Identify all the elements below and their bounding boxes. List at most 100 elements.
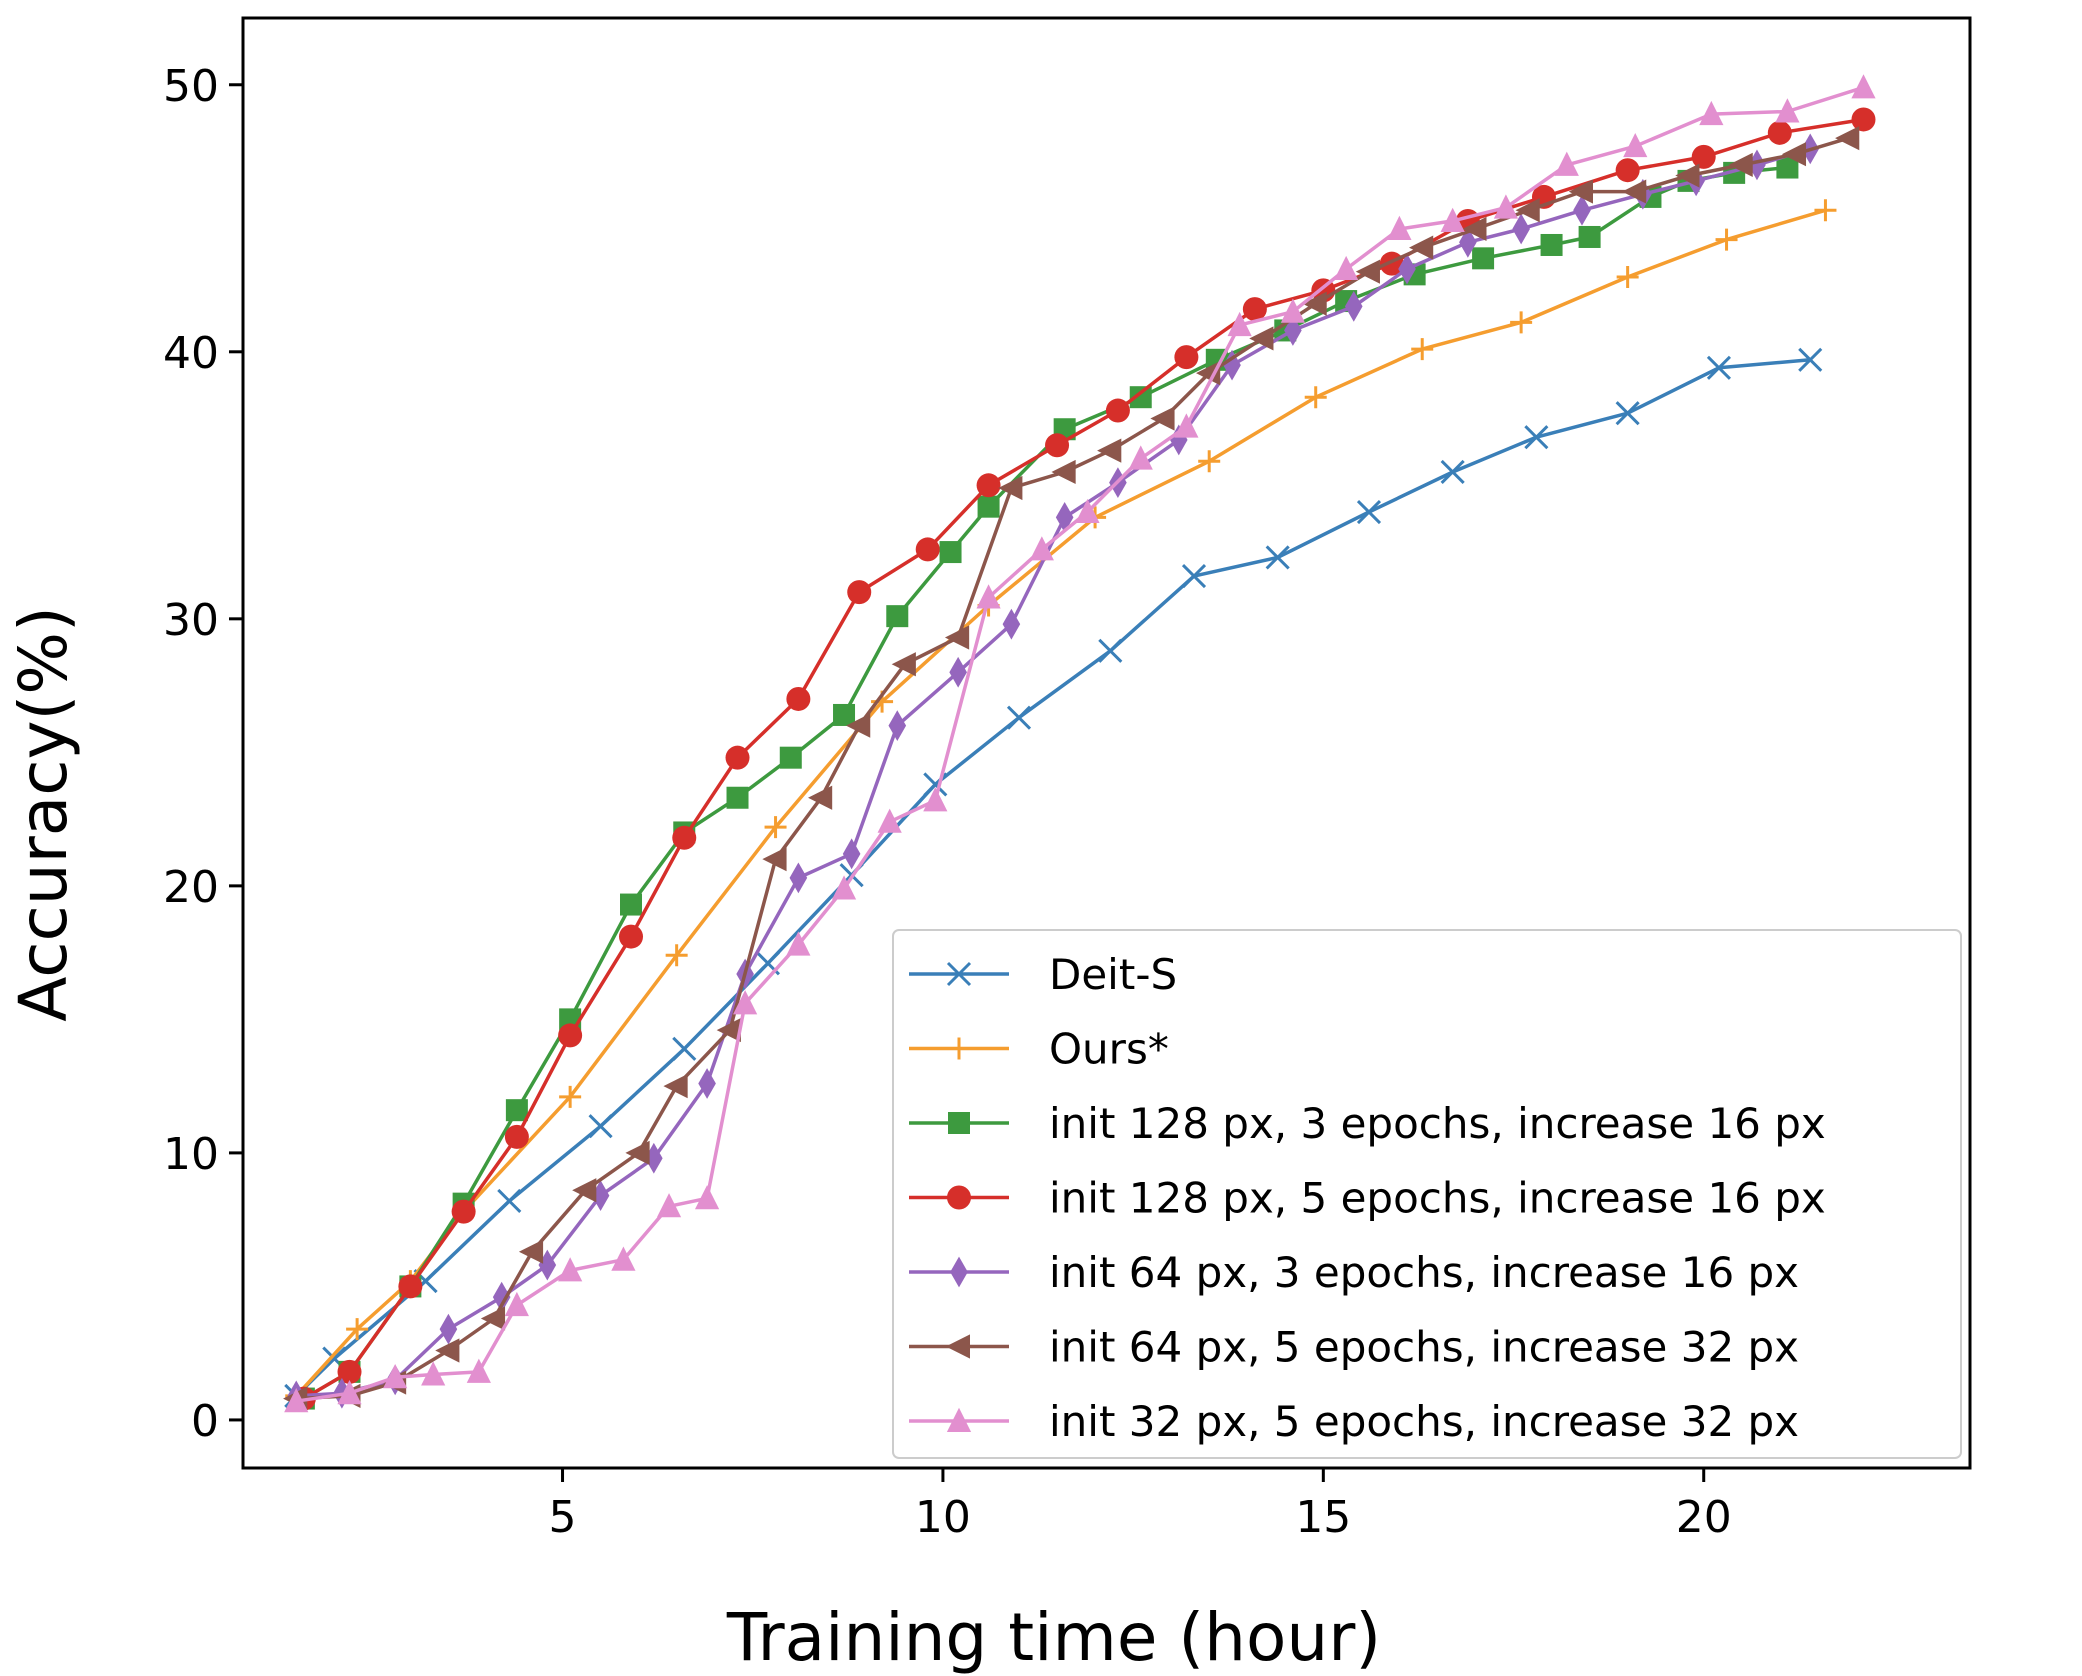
data-point — [572, 1178, 597, 1203]
data-point — [789, 862, 808, 894]
data-point — [1227, 311, 1252, 337]
data-point — [504, 1124, 529, 1149]
data-point — [1691, 144, 1716, 169]
data-point — [1196, 361, 1221, 386]
data-point — [948, 1112, 970, 1134]
x-axis-title: Training time (hour) — [726, 1599, 1381, 1676]
data-point — [1097, 438, 1122, 463]
data-point — [726, 786, 749, 809]
data-point — [939, 541, 962, 564]
data-point — [1045, 433, 1070, 458]
data-point — [733, 990, 758, 1015]
plot-frame — [241, 16, 1972, 1470]
y-tick-label: 0 — [191, 1396, 219, 1447]
data-point — [1851, 74, 1876, 99]
data-point — [1356, 499, 1382, 525]
data-point — [1728, 152, 1753, 177]
data-point — [1075, 498, 1100, 524]
data-point — [1615, 158, 1640, 183]
data-point — [947, 1185, 971, 1210]
data-point — [1302, 291, 1327, 316]
data-point — [1781, 142, 1807, 167]
data-point — [672, 825, 697, 850]
series-7 — [284, 74, 1876, 1413]
legend-label: init 64 px, 5 epochs, increase 32 px — [1049, 1323, 1799, 1372]
legend-entry: init 64 px, 5 epochs, increase 32 px — [909, 1323, 1799, 1372]
data-point — [1699, 100, 1724, 126]
legend-entry: init 32 px, 5 epochs, increase 32 px — [909, 1397, 1799, 1446]
data-point — [725, 745, 750, 770]
data-point — [466, 1358, 491, 1383]
data-point — [888, 710, 907, 742]
data-point — [1051, 459, 1076, 485]
legend-label: init 64 px, 3 epochs, increase 16 px — [1049, 1248, 1799, 1297]
data-point — [833, 703, 856, 726]
legend-box — [892, 929, 1962, 1459]
data-point — [698, 1068, 716, 1099]
data-point — [1462, 216, 1487, 242]
data-point — [716, 1017, 741, 1043]
data-point — [694, 1185, 720, 1210]
data-point — [611, 1246, 636, 1271]
data-point — [1002, 608, 1021, 640]
data-point — [619, 924, 644, 949]
data-point — [764, 816, 787, 839]
data-point — [1623, 132, 1648, 158]
data-point — [505, 1099, 528, 1122]
data-point — [1398, 253, 1416, 285]
data-point — [346, 1318, 369, 1341]
data-point — [1814, 199, 1837, 222]
data-point — [1198, 450, 1221, 473]
data-point — [1129, 386, 1152, 409]
data-point — [976, 584, 1001, 609]
data-point — [808, 785, 833, 810]
data-point — [998, 475, 1023, 501]
data-point — [950, 1256, 968, 1288]
data-point — [645, 1142, 663, 1174]
data-point — [1181, 564, 1207, 589]
data-point — [480, 1306, 506, 1331]
data-point — [1150, 406, 1175, 431]
data-point — [1767, 120, 1792, 145]
data-point — [945, 1334, 970, 1359]
data-point — [923, 787, 948, 812]
data-point — [1174, 413, 1199, 438]
data-point — [976, 473, 1001, 498]
data-point — [1344, 290, 1363, 322]
y-tick-label: 20 — [163, 862, 219, 913]
data-point — [1472, 247, 1495, 270]
legend-entry: Ours* — [909, 1025, 1169, 1074]
legend-label: init 128 px, 3 epochs, increase 16 px — [1049, 1099, 1826, 1148]
y-tick-label: 40 — [163, 328, 219, 379]
data-point — [1355, 259, 1380, 284]
data-point — [1411, 338, 1434, 361]
data-point — [1006, 705, 1032, 730]
data-point — [1616, 266, 1639, 289]
data-point — [588, 1114, 613, 1139]
data-point — [337, 1380, 362, 1405]
data-point — [1515, 198, 1540, 223]
data-point — [1249, 326, 1274, 351]
legend-label: Ours* — [1049, 1025, 1169, 1074]
data-point — [1304, 386, 1327, 409]
data-point — [656, 1193, 682, 1218]
data-point — [1622, 179, 1647, 204]
data-point — [451, 1199, 476, 1224]
data-point — [1493, 194, 1519, 219]
legend-entry: Deit-S — [909, 950, 1177, 999]
data-point — [398, 1274, 423, 1299]
data-point — [1798, 347, 1823, 372]
data-point — [1387, 215, 1412, 240]
legend: Deit-S Ours* init 128 px, 3 epochs, increa… — [892, 929, 1962, 1459]
data-point — [847, 580, 872, 605]
data-point — [665, 944, 688, 967]
data-point — [1578, 225, 1601, 248]
data-point — [831, 875, 857, 900]
data-point — [421, 1361, 446, 1386]
data-point — [1280, 298, 1305, 323]
legend-entry: init 128 px, 5 epochs, increase 16 px — [909, 1174, 1826, 1223]
data-point — [538, 1249, 557, 1281]
data-point — [949, 656, 967, 688]
data-point — [504, 1291, 529, 1317]
